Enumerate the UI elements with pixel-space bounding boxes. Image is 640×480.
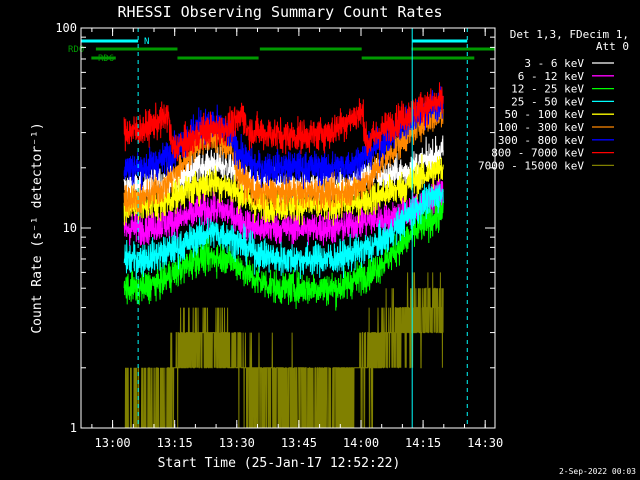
axes-layer: 1 10 100 13:00 13:15 13:30 13:45 14:00 14:15 14:3…	[55, 21, 503, 450]
series-line-3	[123, 183, 444, 280]
x-axis-label: Start Time (25-Jan-17 12:52:22)	[158, 456, 401, 471]
flag-label-rd0: RD0	[68, 45, 84, 55]
legend-header-line: Det 1,3, FDecim 1,	[510, 28, 629, 41]
series-line-8	[124, 272, 444, 428]
flags-layer	[81, 39, 495, 60]
legend-entry-label: 300 - 800 keV	[498, 134, 584, 147]
y-tick-label: 10	[63, 221, 77, 235]
legend-entry-label: 50 - 100 keV	[505, 108, 585, 121]
date-stamp: 2-Sep-2022 00:03	[559, 467, 636, 476]
y-axis-label: Count Rate (s⁻¹ detector⁻¹)	[30, 122, 45, 333]
legend-entry-label: 25 - 50 keV	[511, 95, 584, 108]
series-line-2	[123, 196, 444, 311]
x-tick-label: 13:00	[95, 436, 131, 450]
flag-label-rd6: RD6	[98, 54, 114, 64]
x-tick-label: 13:45	[281, 436, 317, 450]
chart-title: RHESSI Observing Summary Count Rates	[117, 3, 442, 21]
series-layer	[123, 82, 444, 428]
y-tick-label: 100	[55, 21, 77, 35]
legend-header-line: Att 0	[596, 40, 629, 53]
legend-entry-label: 6 - 12 keV	[518, 70, 585, 83]
x-tick-label: 13:15	[157, 436, 193, 450]
x-tick-label: 13:30	[219, 436, 255, 450]
series-line-5	[123, 99, 444, 217]
x-tick-label: 14:15	[405, 436, 441, 450]
x-tick-label: 14:00	[343, 436, 379, 450]
legend-entry-label: 800 - 7000 keV	[491, 147, 584, 160]
flag-label-n: N	[144, 37, 149, 47]
x-tick-label: 14:30	[467, 436, 503, 450]
legend-entry-label: 3 - 6 keV	[524, 57, 584, 70]
legend-entry-label: 12 - 25 keV	[511, 83, 584, 96]
y-tick-label: 1	[70, 421, 77, 435]
series-line-7	[123, 82, 444, 162]
legend-entry-label: 7000 - 15000 keV	[478, 159, 584, 172]
legend-entry-label: 100 - 300 keV	[498, 121, 584, 134]
plot-area: RD0 RD6 N	[68, 28, 495, 428]
